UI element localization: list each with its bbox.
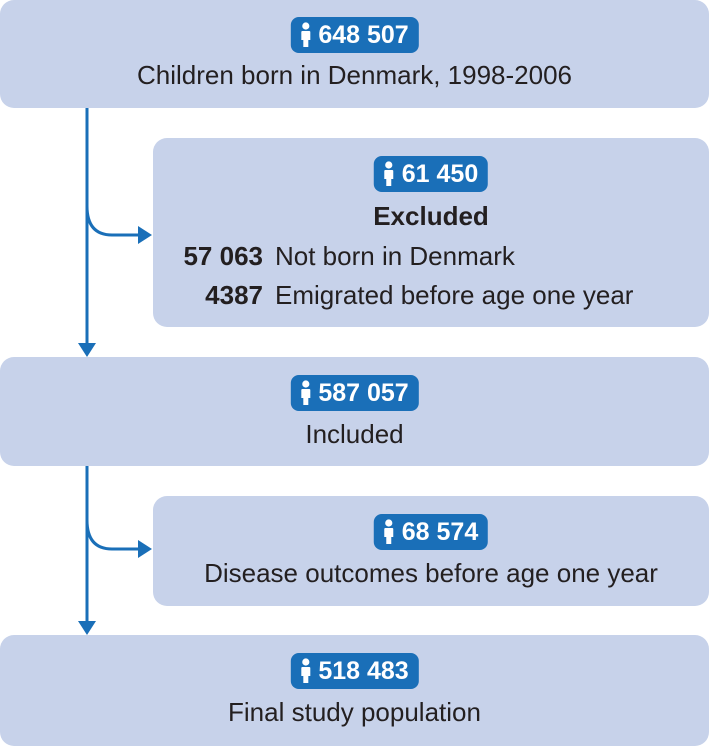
excluded-reason-label: Emigrated before age one year	[275, 280, 634, 310]
arrowhead-disease	[138, 540, 152, 558]
excluded-box: 61 450 Excluded 57 063 Not born in Denma…	[153, 138, 709, 327]
excluded-reason-count: 57 063	[183, 241, 263, 271]
excluded-reason-label: Not born in Denmark	[275, 241, 515, 271]
born-count: 648 507	[318, 20, 409, 49]
excluded-count-badge: 61 450	[373, 156, 489, 192]
included-box: 587 057 Included	[0, 357, 709, 466]
excluded-count: 61 450	[401, 159, 479, 188]
arrowhead-final	[78, 621, 96, 635]
excluded-reason-count: 4387	[205, 280, 263, 310]
born-count-badge: 648 507	[290, 17, 419, 53]
included-count-badge: 587 057	[290, 375, 419, 411]
disease-box: 68 574 Disease outcomes before age one y…	[153, 496, 709, 606]
excluded-reason-row: 4387 Emigrated before age one year	[153, 280, 709, 314]
arrowhead-included	[78, 343, 96, 357]
born-label: Children born in Denmark, 1998-2006	[136, 60, 573, 90]
arrowhead-excluded	[138, 226, 152, 244]
disease-label: Disease outcomes before age one year	[204, 558, 658, 588]
included-label: Included	[305, 419, 404, 449]
disease-count-badge: 68 574	[373, 514, 489, 550]
included-count: 587 057	[318, 378, 409, 407]
person-icon	[300, 380, 310, 405]
excluded-reason-row: 57 063 Not born in Denmark	[153, 241, 709, 275]
final-box: 518 483 Final study population	[0, 635, 709, 746]
person-icon	[384, 161, 394, 186]
final-count-badge: 518 483	[290, 653, 419, 689]
final-count: 518 483	[318, 656, 409, 685]
person-icon	[300, 22, 310, 47]
person-icon	[384, 519, 394, 544]
person-icon	[300, 658, 310, 683]
arrow-to-excluded	[85, 205, 140, 237]
born-box: 648 507 Children born in Denmark, 1998-2…	[0, 0, 709, 108]
final-label: Final study population	[228, 697, 481, 727]
excluded-label: Excluded	[373, 201, 489, 231]
disease-count: 68 574	[401, 517, 479, 546]
arrow-to-disease	[85, 519, 140, 551]
